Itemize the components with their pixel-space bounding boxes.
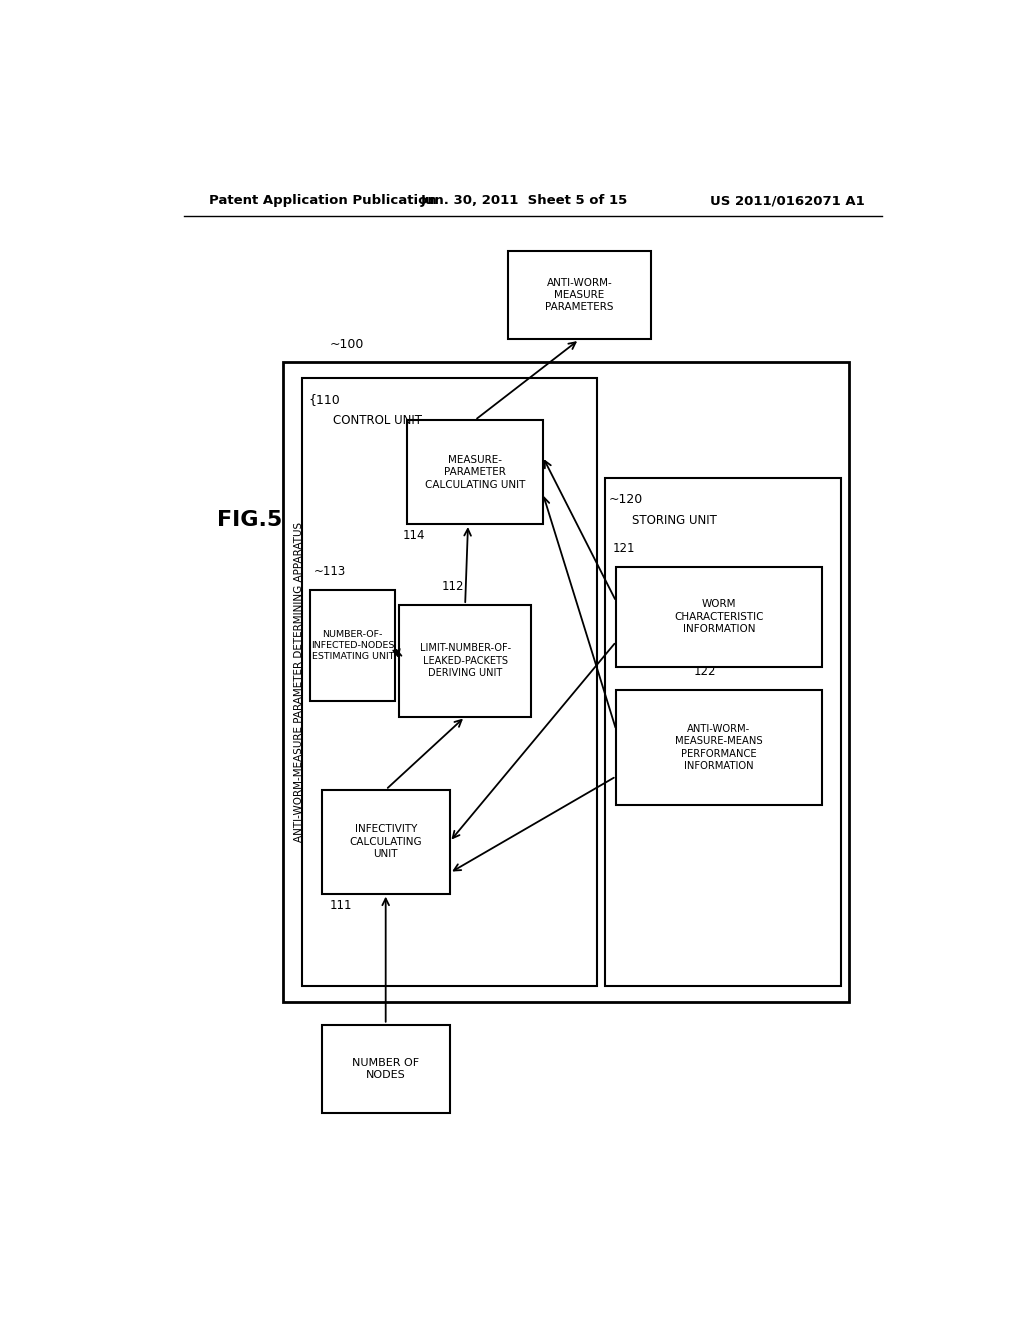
- Text: Jun. 30, 2011  Sheet 5 of 15: Jun. 30, 2011 Sheet 5 of 15: [421, 194, 629, 207]
- Text: {110: {110: [308, 393, 340, 407]
- Text: ANTI-WORM-
MEASURE-MEANS
PERFORMANCE
INFORMATION: ANTI-WORM- MEASURE-MEANS PERFORMANCE INF…: [675, 723, 763, 771]
- Text: CONTROL UNIT: CONTROL UNIT: [334, 413, 422, 426]
- Text: Patent Application Publication: Patent Application Publication: [209, 194, 437, 207]
- Text: US 2011/0162071 A1: US 2011/0162071 A1: [710, 194, 864, 207]
- Bar: [399, 605, 531, 717]
- Text: MEASURE-
PARAMETER
CALCULATING UNIT: MEASURE- PARAMETER CALCULATING UNIT: [425, 455, 525, 490]
- Text: ~100: ~100: [330, 338, 364, 351]
- Bar: [322, 1024, 450, 1113]
- Bar: [616, 566, 821, 667]
- Text: LIMIT-NUMBER-OF-
LEAKED-PACKETS
DERIVING UNIT: LIMIT-NUMBER-OF- LEAKED-PACKETS DERIVING…: [420, 643, 511, 678]
- Text: 112: 112: [442, 581, 464, 594]
- Bar: [407, 420, 543, 524]
- Text: NUMBER-OF-
INFECTED-NODES
ESTIMATING UNIT: NUMBER-OF- INFECTED-NODES ESTIMATING UNI…: [311, 630, 394, 661]
- Text: INFECTIVITY
CALCULATING
UNIT: INFECTIVITY CALCULATING UNIT: [349, 825, 422, 859]
- Text: FIG.5: FIG.5: [217, 511, 283, 531]
- Bar: [616, 689, 821, 805]
- Text: 122: 122: [693, 665, 716, 678]
- Text: ANTI-WORM-MEASURE PARAMETER DETERMINING APPARATUS: ANTI-WORM-MEASURE PARAMETER DETERMINING …: [294, 521, 303, 842]
- Text: ~120: ~120: [608, 492, 643, 506]
- Bar: [302, 378, 597, 986]
- Text: 111: 111: [330, 899, 352, 912]
- Bar: [508, 251, 651, 339]
- Bar: [283, 363, 849, 1002]
- Text: STORING UNIT: STORING UNIT: [632, 513, 717, 527]
- Text: 114: 114: [403, 529, 426, 543]
- Text: NUMBER OF
NODES: NUMBER OF NODES: [352, 1057, 419, 1080]
- Text: ANTI-WORM-
MEASURE
PARAMETERS: ANTI-WORM- MEASURE PARAMETERS: [545, 277, 613, 313]
- Text: 121: 121: [612, 543, 635, 554]
- Text: ~113: ~113: [314, 565, 346, 578]
- Bar: [322, 789, 450, 894]
- Bar: [604, 478, 841, 986]
- Text: WORM
CHARACTERISTIC
INFORMATION: WORM CHARACTERISTIC INFORMATION: [674, 599, 764, 634]
- Bar: [310, 590, 395, 701]
